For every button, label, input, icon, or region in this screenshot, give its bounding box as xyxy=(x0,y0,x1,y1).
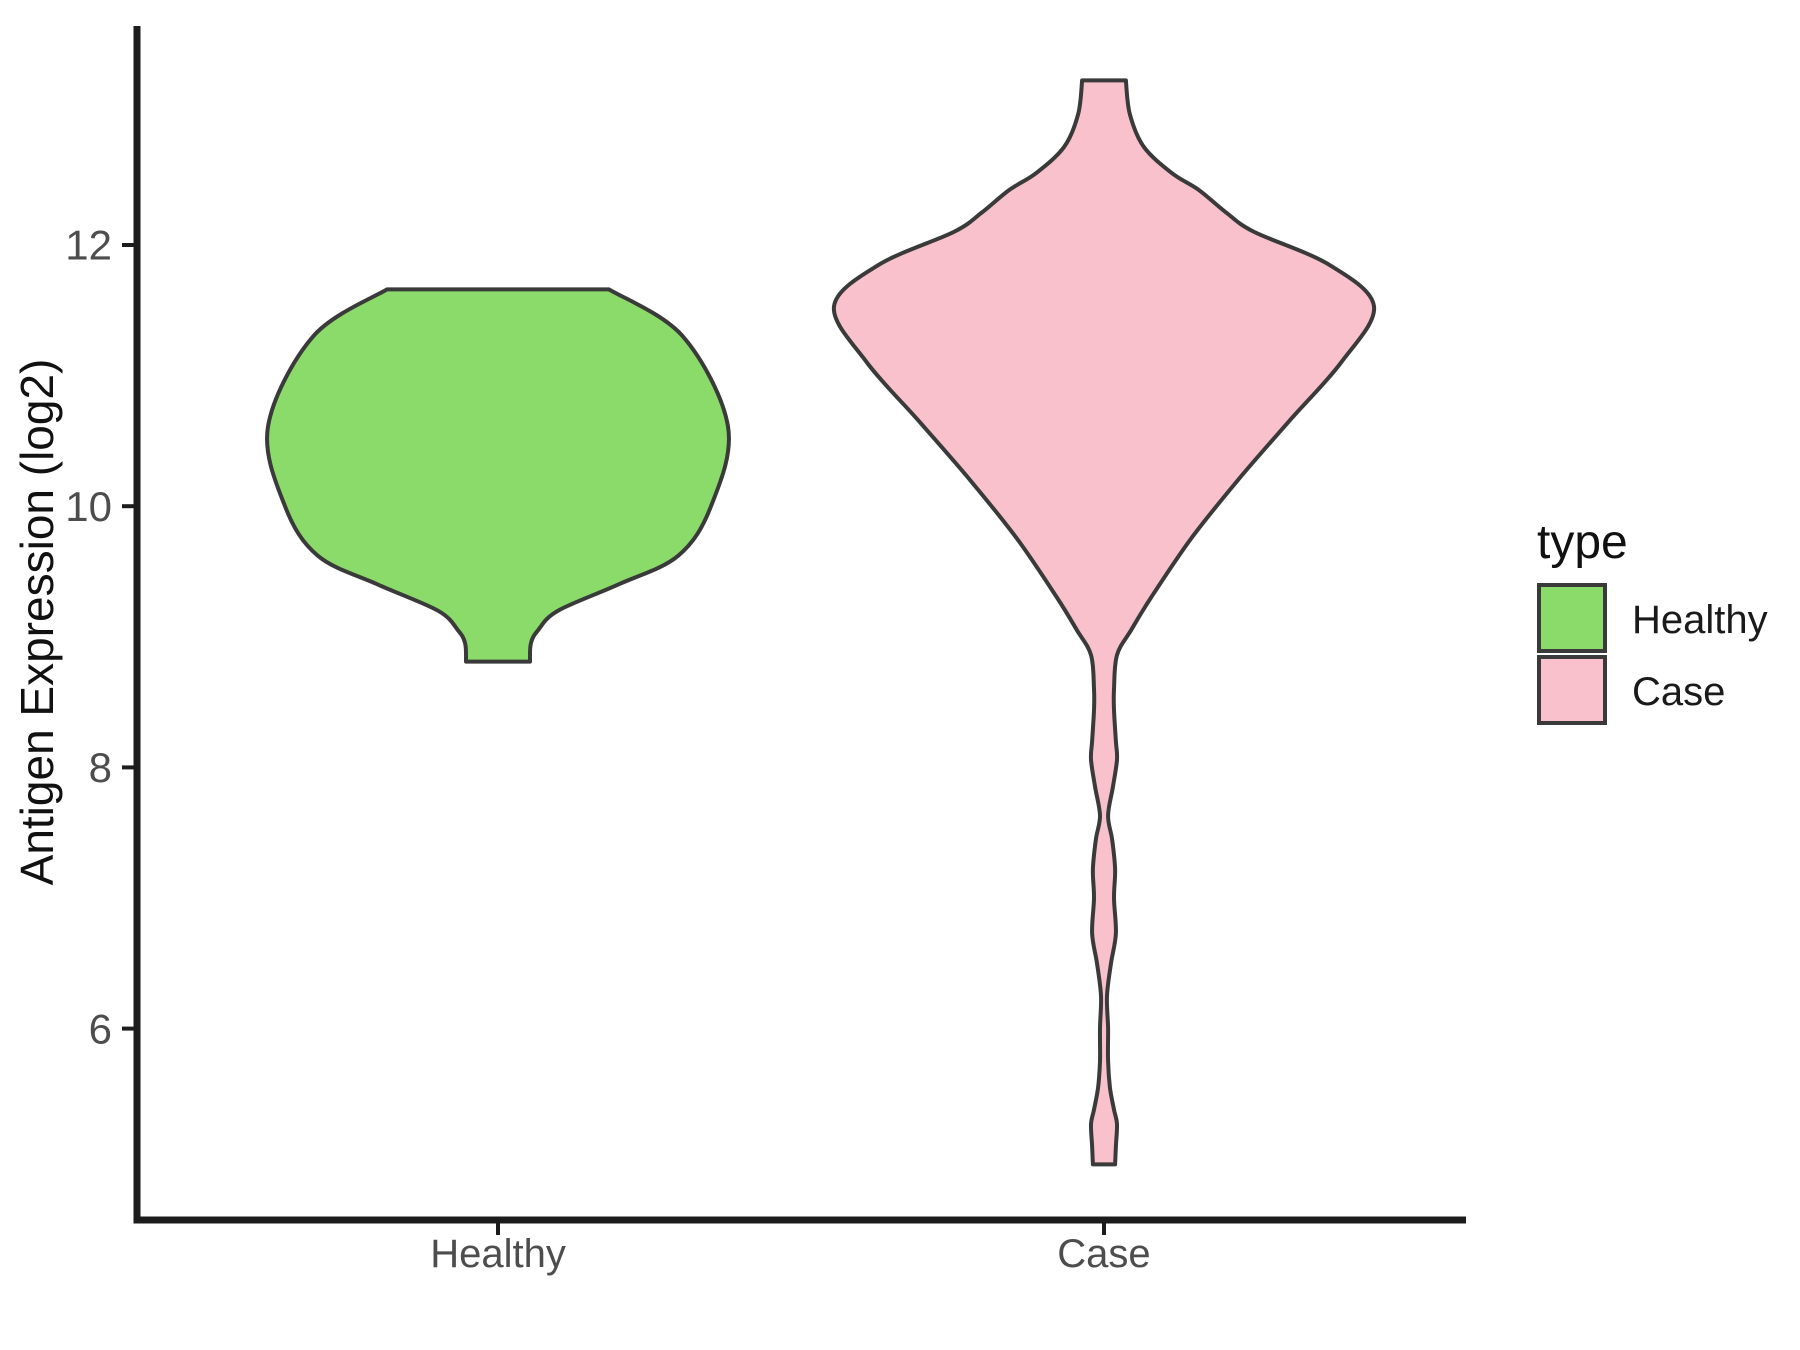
x-axis-ticks: Healthy Case xyxy=(430,1220,1151,1276)
legend-title: type xyxy=(1537,516,1628,569)
legend-swatch-case xyxy=(1537,655,1607,725)
violin-case xyxy=(831,78,1377,1167)
y-tick-label-6: 6 xyxy=(89,1005,112,1052)
x-axis-label-case: Case xyxy=(1057,1232,1150,1276)
y-axis-title: Antigen Expression (log2) xyxy=(11,359,63,886)
violins-layer xyxy=(265,78,1377,1167)
legend: type Healthy Case xyxy=(1537,516,1768,725)
legend-label-healthy: Healthy xyxy=(1632,598,1768,642)
axis-lines xyxy=(133,26,1466,1224)
legend-item-case: Case xyxy=(1537,655,1725,725)
y-tick-label-10: 10 xyxy=(65,483,112,530)
y-tick-label-12: 12 xyxy=(65,222,112,269)
x-axis-label-healthy: Healthy xyxy=(430,1232,566,1276)
legend-label-case: Case xyxy=(1632,670,1725,714)
legend-swatch-healthy xyxy=(1537,583,1607,653)
violin-healthy xyxy=(265,287,731,664)
y-tick-label-8: 8 xyxy=(89,744,112,791)
legend-item-healthy: Healthy xyxy=(1537,583,1768,653)
y-axis-ticks: 12 10 8 6 xyxy=(65,222,137,1052)
